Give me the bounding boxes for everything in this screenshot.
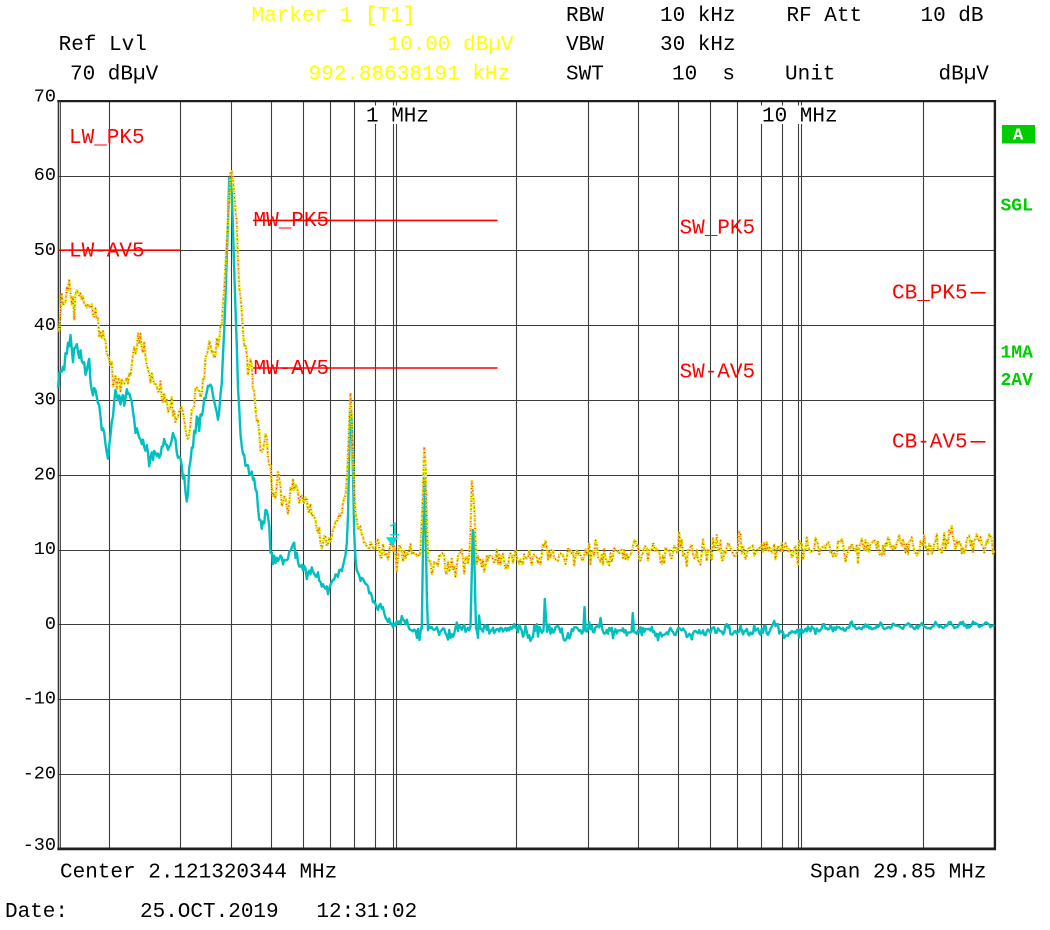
svg-text:Unit: Unit [785,63,835,86]
svg-text:10 s: 10 s [672,63,735,86]
svg-text:CB-AV5: CB-AV5 [892,432,968,455]
svg-text:10.00 dBµV: 10.00 dBµV [388,34,514,57]
svg-text:70: 70 [34,87,56,108]
svg-text:30 kHz: 30 kHz [660,34,736,57]
svg-text:70 dBµV: 70 dBµV [70,63,159,86]
svg-text:VBW: VBW [566,34,604,57]
svg-text:10 kHz: 10 kHz [660,5,736,28]
svg-text:Ref Lvl: Ref Lvl [59,34,147,57]
svg-text:40: 40 [34,315,56,336]
svg-text:1: 1 [389,520,400,542]
svg-text:A: A [1013,127,1024,146]
svg-text:0: 0 [45,614,56,635]
svg-text:LW-AV5: LW-AV5 [69,240,145,263]
svg-text:SGL: SGL [1001,197,1033,217]
svg-text:992.88638191 kHz: 992.88638191 kHz [309,63,511,86]
svg-text:MW-AV5: MW-AV5 [254,358,330,381]
svg-text:Span 29.85 MHz: Span 29.85 MHz [810,862,986,885]
svg-text:1MA: 1MA [1001,344,1034,364]
svg-text:2AV: 2AV [1001,371,1034,391]
svg-text:-30: -30 [23,835,56,856]
svg-text:50: 50 [34,240,56,261]
svg-text:30: 30 [34,390,56,411]
svg-text:25.OCT.2019 12:31:02: 25.OCT.2019 12:31:02 [140,901,417,924]
svg-text:10 dB: 10 dB [921,5,984,28]
svg-text:10: 10 [34,539,56,560]
svg-text:MW_PK5: MW_PK5 [254,210,330,233]
svg-text:Date:: Date: [5,901,68,924]
svg-text:Center 2.121320344 MHz: Center 2.121320344 MHz [60,862,337,885]
svg-text:10 MHz: 10 MHz [762,106,838,129]
svg-text:SW-AV5: SW-AV5 [680,362,756,385]
svg-text:60: 60 [34,165,56,186]
svg-text:-20: -20 [23,764,56,785]
svg-text:20: 20 [34,464,56,485]
svg-text:LW_PK5: LW_PK5 [69,127,145,150]
svg-text:1 MHz: 1 MHz [366,106,429,129]
svg-text:dBµV: dBµV [939,63,990,86]
svg-text:-10: -10 [23,689,56,710]
svg-text:SW_PK5: SW_PK5 [680,218,756,241]
svg-text:CB_PK5: CB_PK5 [892,283,968,306]
svg-text:SWT: SWT [566,63,604,86]
svg-text:Marker 1 [T1]: Marker 1 [T1] [252,5,416,28]
svg-text:RBW: RBW [566,5,604,28]
svg-text:RF Att: RF Att [787,5,863,28]
